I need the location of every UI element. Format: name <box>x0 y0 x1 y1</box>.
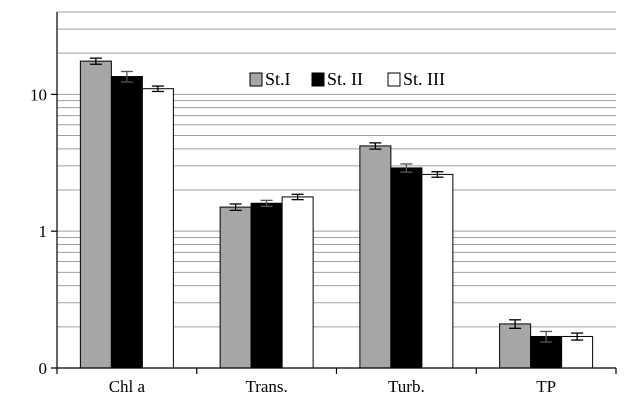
bar-chl-a-series-2 <box>110 76 143 369</box>
error-bar-chl-a-series-2 <box>120 70 133 83</box>
bar-turb-series-2 <box>390 167 423 369</box>
error-bar-chl-a-series-3 <box>151 85 164 93</box>
y-tick-label-3: 10 <box>30 85 47 104</box>
legend: St.I St. II St. III <box>249 69 445 89</box>
error-bar-tp-series-1 <box>509 319 522 329</box>
error-bar-tp-series-2 <box>540 330 553 343</box>
legend-swatch-1 <box>249 72 263 87</box>
bar-chl-a-series-3 <box>141 88 174 369</box>
error-bar-trans-series-1 <box>229 203 242 212</box>
legend-label-1: St.I <box>265 69 291 89</box>
legend-item-3: St. III <box>387 69 445 89</box>
error-bar-turb-series-3 <box>431 171 444 178</box>
error-bar-chl-a-series-1 <box>89 57 102 65</box>
bar-tp-series-3 <box>561 335 594 369</box>
legend-item-1: St.I <box>249 69 291 89</box>
legend-item-2: St. II <box>311 69 363 89</box>
x-tick-label-3: Turb. <box>388 377 425 396</box>
error-bar-turb-series-1 <box>369 142 382 150</box>
y-tick-label-2: 1 <box>39 222 48 241</box>
error-bar-trans-series-2 <box>260 199 273 207</box>
axes: Chl a Trans. Turb. TP 0 1 10 <box>30 12 617 396</box>
x-tick-label-2: Trans. <box>245 377 287 396</box>
legend-label-3: St. III <box>403 69 445 89</box>
bar-trans-series-2 <box>250 202 283 369</box>
legend-swatch-2 <box>311 72 325 87</box>
error-bar-tp-series-3 <box>571 332 584 341</box>
bar-trans-series-1 <box>219 206 252 369</box>
x-tick-label-4: TP <box>536 377 556 396</box>
legend-label-2: St. II <box>327 69 363 89</box>
error-bars <box>89 57 584 343</box>
bars <box>79 60 594 369</box>
error-bar-trans-series-3 <box>291 193 304 201</box>
bar-chl-a-series-1 <box>79 60 112 369</box>
bar-trans-series-3 <box>281 196 314 369</box>
error-bar-turb-series-2 <box>400 163 413 173</box>
bar-turb-series-3 <box>421 173 454 369</box>
legend-swatch-3 <box>387 72 401 87</box>
bar-tp-series-1 <box>499 323 532 369</box>
x-tick-label-1: Chl a <box>109 377 146 396</box>
bar-turb-series-1 <box>359 145 392 369</box>
y-tick-label-1: 0 <box>39 359 48 378</box>
